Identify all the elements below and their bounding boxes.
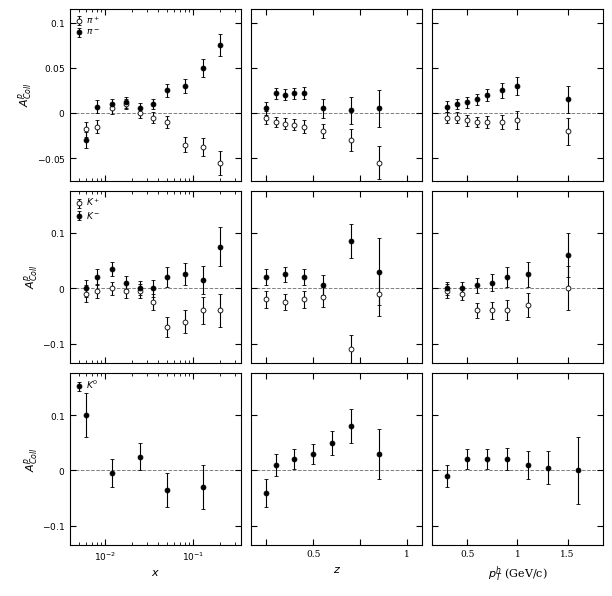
Y-axis label: $A^p_{Coll}$: $A^p_{Coll}$	[17, 83, 35, 107]
Legend: $K^+$, $K^-$: $K^+$, $K^-$	[75, 195, 101, 222]
X-axis label: $z$: $z$	[332, 565, 341, 575]
Legend: $K^0$: $K^0$	[75, 378, 99, 392]
X-axis label: $x$: $x$	[151, 568, 160, 578]
Y-axis label: $A^p_{Coll}$: $A^p_{Coll}$	[23, 265, 41, 290]
Y-axis label: $A^p_{Coll}$: $A^p_{Coll}$	[23, 447, 41, 471]
X-axis label: $p^h_T$ (GeV/c): $p^h_T$ (GeV/c)	[488, 565, 547, 584]
Legend: $\pi^+$, $\pi^-$: $\pi^+$, $\pi^-$	[75, 14, 100, 38]
